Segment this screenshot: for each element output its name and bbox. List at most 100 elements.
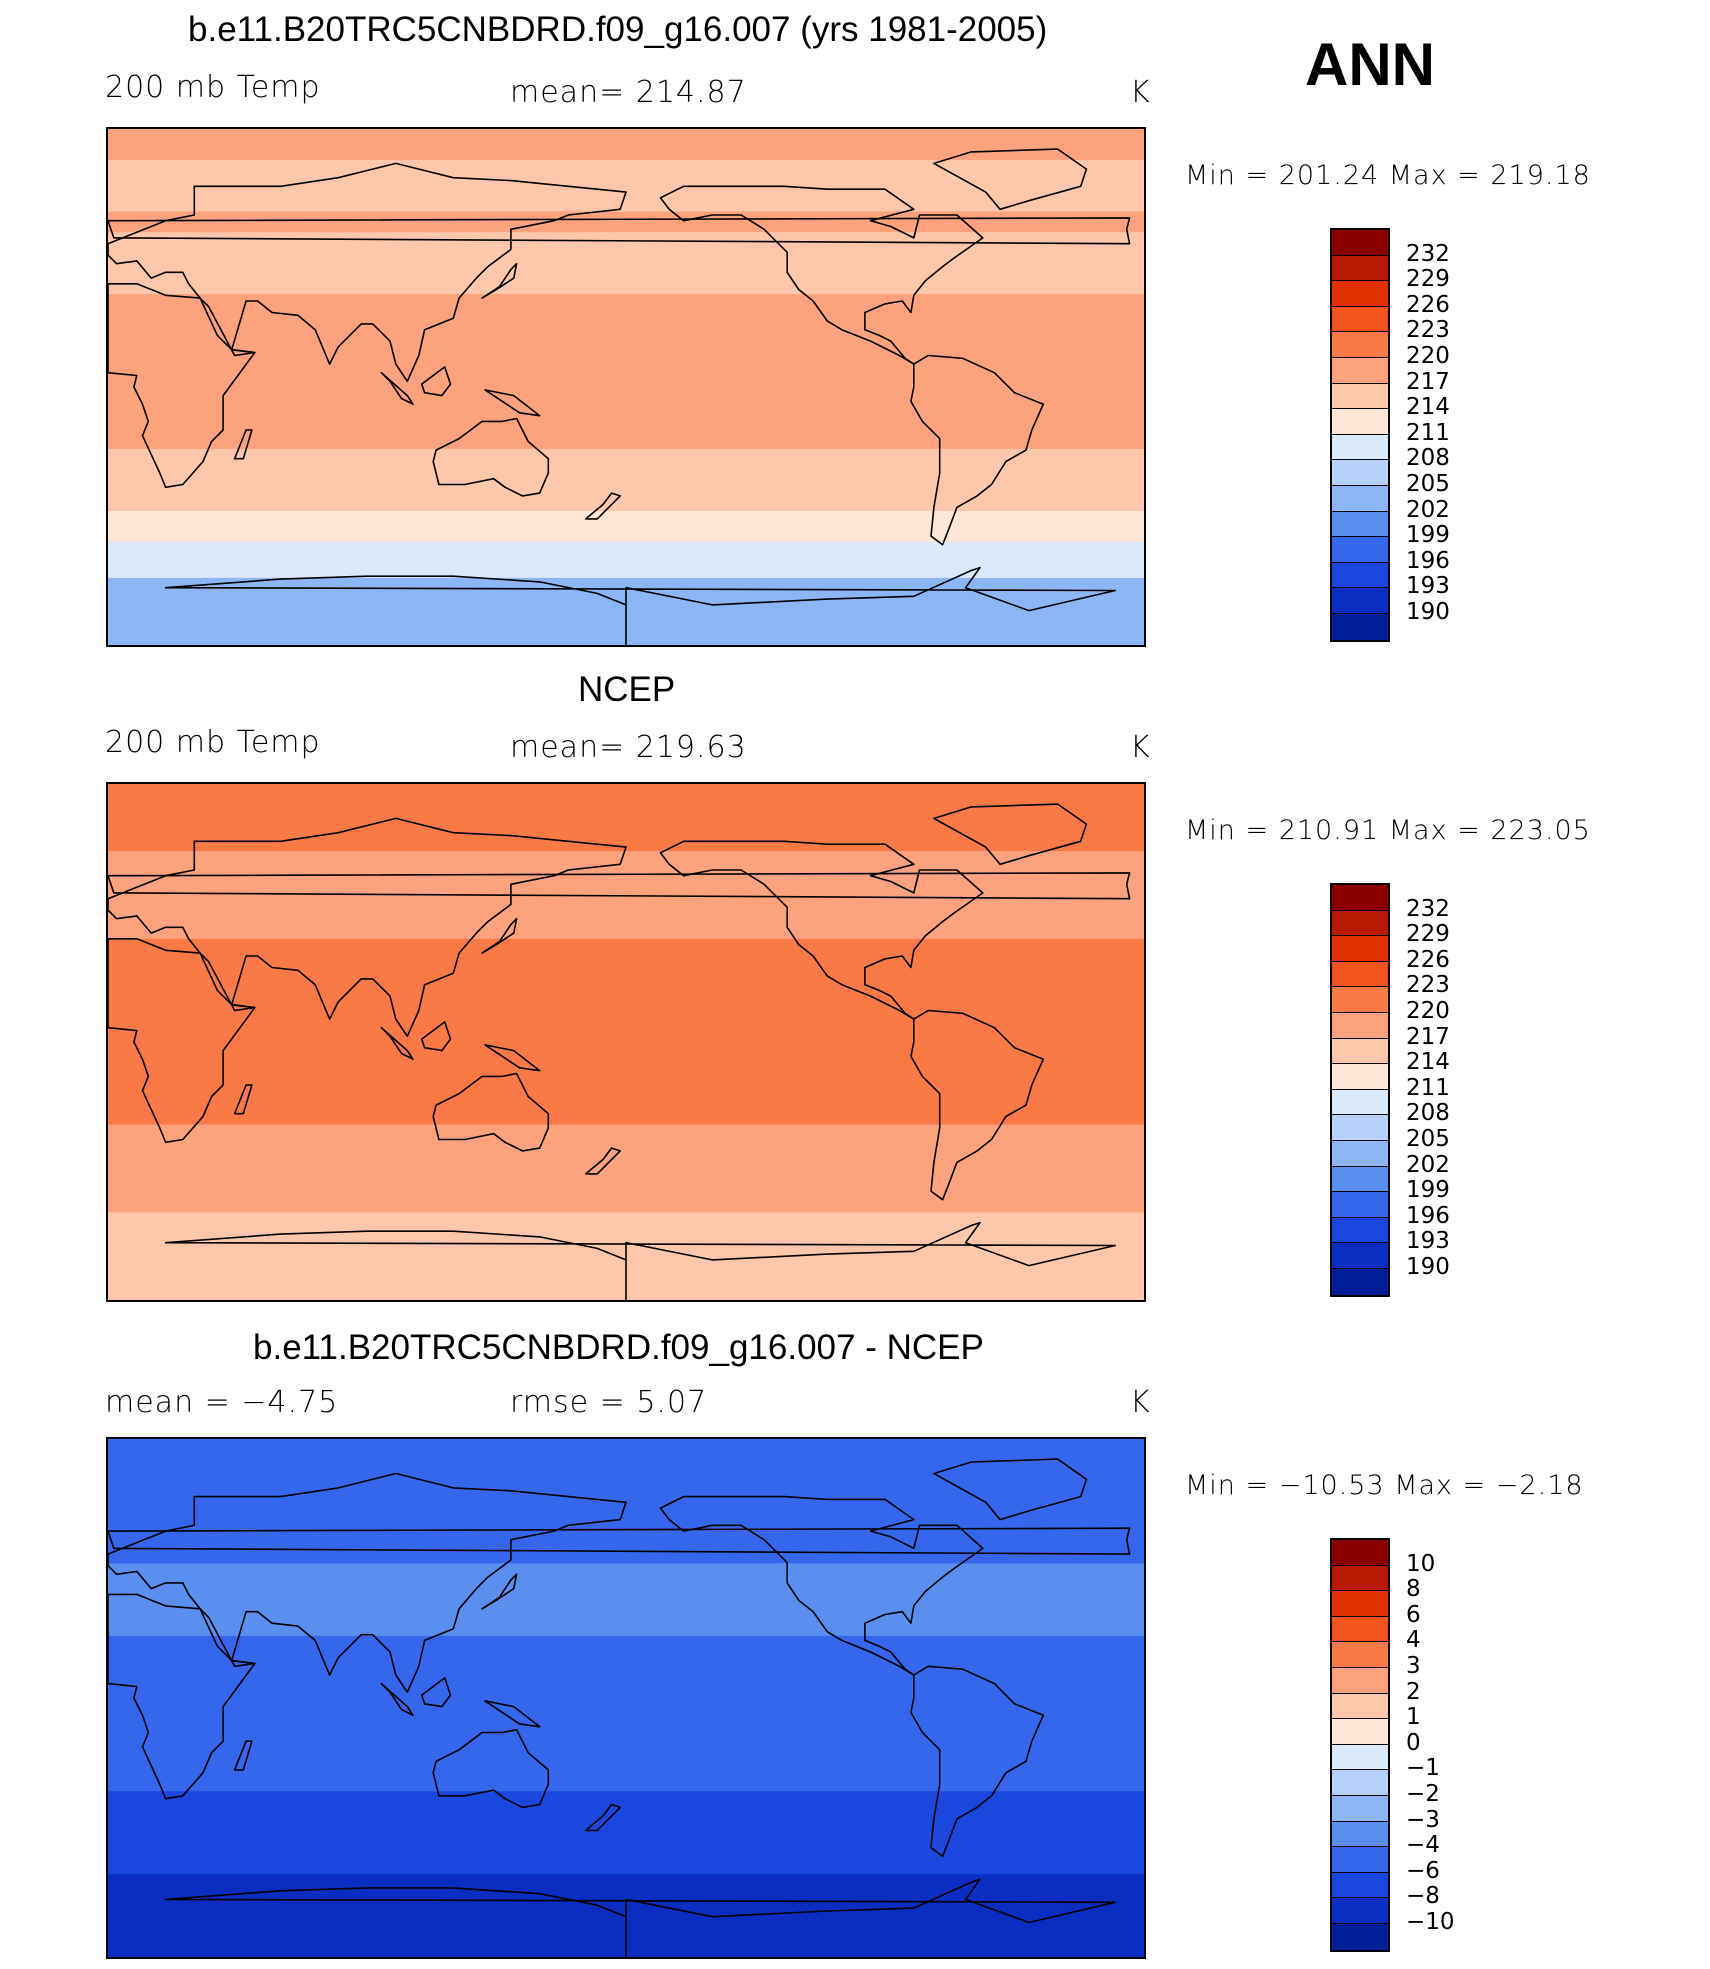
colorbar-swatch <box>1332 1140 1388 1167</box>
colorbar-swatch <box>1332 306 1388 333</box>
coastline <box>910 354 1045 546</box>
panel-1-map-field <box>108 129 1144 645</box>
coastline <box>233 1084 253 1115</box>
colorbar-swatch <box>1332 1565 1388 1592</box>
coastline <box>584 1147 621 1175</box>
colorbar-swatch <box>1332 409 1388 435</box>
colorbar-swatch <box>1332 588 1388 614</box>
panel-2-title: NCEP <box>578 670 676 709</box>
colorbar-swatch <box>1332 332 1388 358</box>
contour-band <box>108 1563 1144 1636</box>
colorbar-swatch <box>1332 1591 1388 1617</box>
colorbar-swatch <box>1332 1872 1388 1899</box>
colorbar-tick-label: 202 <box>1406 1151 1450 1178</box>
contour-band <box>108 510 1144 542</box>
colorbar-tick-label: 196 <box>1406 547 1450 574</box>
colorbar-swatch <box>1332 1038 1388 1065</box>
colorbar-tick-label: 220 <box>1406 343 1450 369</box>
colorbar-swatch <box>1332 230 1388 256</box>
colorbar-tick-label: 223 <box>1406 317 1450 344</box>
colorbar-tick-label: 199 <box>1406 1177 1450 1204</box>
colorbar-tick-label: 214 <box>1406 1049 1450 1076</box>
colorbar-swatch <box>1332 1192 1388 1218</box>
colorbar-swatch <box>1332 1064 1388 1090</box>
coastline <box>481 917 518 954</box>
colorbar-swatch <box>1332 1898 1388 1924</box>
coastline <box>420 1021 452 1052</box>
colorbar-tick-label: 205 <box>1406 1126 1450 1152</box>
colorbar-tick-label: 208 <box>1406 445 1450 472</box>
panel-1-variable-label: 200 mb Temp <box>105 70 321 105</box>
colorbar-swatch <box>1332 936 1388 962</box>
colorbar-swatch <box>1332 1923 1388 1950</box>
colorbar-swatch <box>1332 1243 1388 1269</box>
colorbar-swatch <box>1332 1770 1388 1796</box>
colorbar-swatch <box>1332 1115 1388 1141</box>
panel-3-rmse-label: rmse = 5.07 <box>510 1385 708 1420</box>
colorbar-swatch <box>1332 537 1388 563</box>
colorbar-swatch <box>1332 485 1388 512</box>
colorbar-swatch <box>1332 255 1388 282</box>
colorbar-tick-label: 202 <box>1406 496 1450 523</box>
panel-2-map <box>106 782 1146 1302</box>
colorbar-swatch <box>1332 562 1388 589</box>
coastline <box>420 366 452 397</box>
colorbar-tick-label: 8 <box>1406 1576 1421 1603</box>
colorbar-tick-label: 208 <box>1406 1100 1450 1127</box>
panel-2-minmax: Min = 210.91 Max = 223.05 <box>1185 815 1591 846</box>
colorbar-tick-label: 220 <box>1406 998 1450 1024</box>
contour-band <box>108 541 1144 578</box>
colorbar-tick-label: 211 <box>1406 1074 1450 1101</box>
colorbar-tick-label: 190 <box>1406 1254 1450 1280</box>
coastline <box>164 1878 1116 1957</box>
colorbar-tick-label: −3 <box>1406 1806 1440 1833</box>
colorbar-swatch <box>1332 434 1388 461</box>
coastline <box>484 389 541 417</box>
coastline <box>108 283 256 489</box>
coastline <box>432 1072 550 1152</box>
panel-3-map <box>106 1437 1146 1959</box>
panel-2-mean-label: mean= 219.63 <box>510 730 747 765</box>
season-label: ANN <box>1305 31 1435 98</box>
colorbar-tick-label: 217 <box>1406 368 1450 395</box>
colorbar-swatch <box>1332 511 1388 538</box>
coastline <box>380 1682 414 1717</box>
contour-band <box>108 1124 1144 1213</box>
colorbar-tick-label: 10 <box>1406 1550 1436 1577</box>
colorbar-swatch <box>1332 281 1388 307</box>
coastline <box>484 1700 541 1728</box>
coastline <box>432 1728 550 1809</box>
coastline <box>432 417 550 497</box>
panel-2-variable-label: 200 mb Temp <box>105 725 321 760</box>
colorbar-tick-label: 229 <box>1406 266 1450 293</box>
colorbar-box <box>1330 883 1390 1297</box>
coastline <box>933 803 1088 866</box>
colorbar-swatch <box>1332 987 1388 1013</box>
coastline <box>481 1573 518 1610</box>
colorbar-swatch <box>1332 1847 1388 1873</box>
colorbar-tick-label: 226 <box>1406 291 1450 318</box>
coastline <box>164 566 1116 645</box>
colorbar-tick-label: 4 <box>1406 1627 1421 1654</box>
coastline <box>380 371 414 405</box>
colorbar-swatch <box>1332 885 1388 911</box>
colorbar-tick-label: 0 <box>1406 1729 1421 1756</box>
colorbar-tick-label: 1 <box>1406 1704 1421 1731</box>
colorbar-swatch <box>1332 1089 1388 1116</box>
contour-band <box>108 448 1144 511</box>
colorbar-swatch <box>1332 1012 1388 1039</box>
coastline <box>584 492 621 520</box>
coastline <box>584 1803 621 1832</box>
colorbar-swatch <box>1332 1642 1388 1668</box>
colorbar-tick-label: −8 <box>1406 1883 1440 1910</box>
colorbar-tick-label: 214 <box>1406 394 1450 421</box>
contour-band <box>108 1791 1144 1875</box>
panel-3-units-label: K <box>1130 1385 1151 1420</box>
panel-1-mean-label: mean= 214.87 <box>510 75 747 110</box>
colorbar-swatch <box>1332 613 1388 640</box>
colorbar-swatch <box>1332 460 1388 486</box>
colorbar-tick-label: −2 <box>1406 1781 1440 1807</box>
colorbar-tick-label: 205 <box>1406 471 1450 497</box>
colorbar-tick-label: 193 <box>1406 573 1450 600</box>
coastline <box>108 162 627 383</box>
